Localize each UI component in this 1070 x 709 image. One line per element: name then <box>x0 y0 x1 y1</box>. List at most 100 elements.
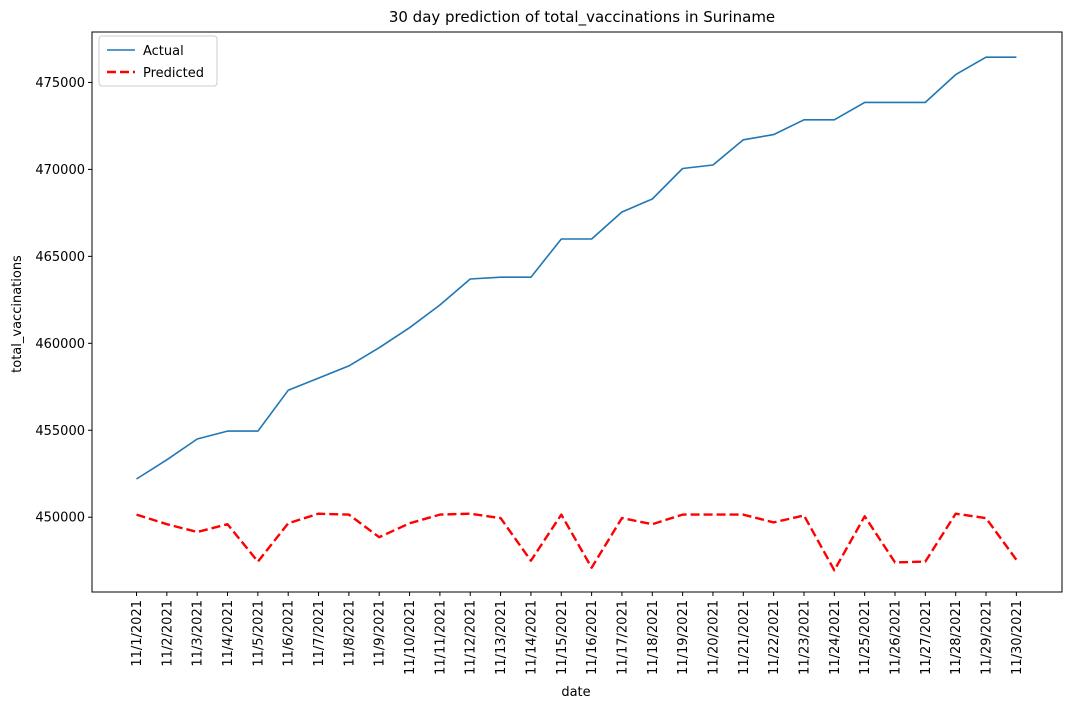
data-point-actual-20 <box>713 165 714 166</box>
x-tick-label: 11/10/2021 <box>403 600 418 675</box>
data-point-actual-4 <box>227 431 228 432</box>
data-point-predicted-13 <box>500 518 501 519</box>
plot-frame <box>91 31 1063 593</box>
x-tick-label: 11/28/2021 <box>949 600 964 675</box>
data-point-predicted-15 <box>561 514 562 515</box>
data-point-actual-13 <box>500 277 501 278</box>
data-point-predicted-14 <box>530 560 531 561</box>
data-point-predicted-1 <box>136 514 137 515</box>
x-tick-label: 11/20/2021 <box>707 600 722 675</box>
x-tick-label: 11/27/2021 <box>919 600 934 675</box>
series-line-actual <box>136 56 1017 480</box>
data-point-actual-10 <box>409 327 410 328</box>
x-tick-label: 11/11/2021 <box>433 600 448 675</box>
y-tick-label: 475000 <box>35 76 85 91</box>
data-point-predicted-30 <box>1016 559 1017 560</box>
data-point-actual-14 <box>530 277 531 278</box>
x-tick-label: 11/22/2021 <box>767 600 782 675</box>
data-point-predicted-25 <box>864 516 865 517</box>
data-point-predicted-16 <box>591 567 592 568</box>
data-point-predicted-7 <box>318 513 319 514</box>
data-point-predicted-26 <box>895 562 896 563</box>
data-point-predicted-20 <box>713 514 714 515</box>
x-tick-label: 11/30/2021 <box>1010 600 1025 675</box>
data-point-predicted-12 <box>470 513 471 514</box>
data-point-actual-23 <box>804 119 805 120</box>
x-tick-label: 11/4/2021 <box>221 600 236 667</box>
data-point-predicted-5 <box>257 561 258 562</box>
data-point-actual-9 <box>379 347 380 348</box>
data-point-predicted-11 <box>439 514 440 515</box>
data-point-actual-27 <box>925 102 926 103</box>
data-point-predicted-27 <box>925 561 926 562</box>
y-tick-label: 455000 <box>35 424 85 439</box>
x-tick-label: 11/13/2021 <box>494 600 509 675</box>
data-point-actual-19 <box>682 168 683 169</box>
x-tick-label: 11/23/2021 <box>798 600 813 675</box>
data-point-actual-25 <box>864 102 865 103</box>
data-point-actual-22 <box>773 134 774 135</box>
data-point-actual-5 <box>257 431 258 432</box>
data-point-predicted-3 <box>197 532 198 533</box>
data-point-predicted-4 <box>227 524 228 525</box>
plot-area: 450000 455000 460000 465000 470000 475000 11/1… <box>35 31 1063 675</box>
data-point-actual-15 <box>561 239 562 240</box>
y-axis-title: total_vaccinations <box>10 255 25 373</box>
x-tick-label: 11/1/2021 <box>130 600 145 667</box>
data-point-actual-1 <box>136 479 137 480</box>
data-point-actual-11 <box>439 305 440 306</box>
data-point-predicted-23 <box>804 515 805 516</box>
legend: Actual Predicted <box>98 35 218 87</box>
data-point-actual-2 <box>166 459 167 460</box>
data-point-actual-3 <box>197 439 198 440</box>
legend-label-predicted: Predicted <box>143 66 204 81</box>
x-tick-label: 11/16/2021 <box>585 600 600 675</box>
y-tick-label: 460000 <box>35 337 85 352</box>
data-point-actual-21 <box>743 139 744 140</box>
data-point-predicted-17 <box>621 518 622 519</box>
x-tick-label: 11/14/2021 <box>524 600 539 675</box>
x-tick-label: 11/8/2021 <box>342 600 357 667</box>
series-line-predicted <box>136 512 1018 572</box>
data-point-actual-29 <box>986 57 987 58</box>
data-point-actual-12 <box>470 279 471 280</box>
data-point-actual-28 <box>955 74 956 75</box>
data-point-actual-7 <box>318 378 319 379</box>
data-point-actual-17 <box>621 212 622 213</box>
y-tick-label: 450000 <box>35 511 85 526</box>
data-point-predicted-29 <box>986 518 987 519</box>
x-tick-label: 11/24/2021 <box>828 600 843 675</box>
data-point-predicted-22 <box>773 522 774 523</box>
x-tick-label: 11/9/2021 <box>373 600 388 667</box>
legend-label-actual: Actual <box>143 44 184 59</box>
x-tick-label: 11/26/2021 <box>889 600 904 675</box>
data-point-predicted-9 <box>379 537 380 538</box>
x-tick-label: 11/19/2021 <box>676 600 691 675</box>
data-point-actual-30 <box>1016 57 1017 58</box>
data-point-predicted-21 <box>743 514 744 515</box>
data-point-actual-8 <box>348 365 349 366</box>
data-point-predicted-19 <box>682 514 683 515</box>
x-tick-label: 11/15/2021 <box>555 600 570 675</box>
x-tick-label: 11/5/2021 <box>251 600 266 667</box>
chart-title: 30 day prediction of total_vaccinations … <box>389 8 775 27</box>
x-tick-label: 11/29/2021 <box>980 600 995 675</box>
x-tick-label: 11/6/2021 <box>282 600 297 667</box>
data-point-actual-18 <box>652 199 653 200</box>
data-point-predicted-10 <box>409 523 410 524</box>
x-axis-title: date <box>561 685 590 700</box>
data-point-predicted-28 <box>955 513 956 514</box>
x-tick-label: 11/25/2021 <box>858 600 873 675</box>
x-tick-label: 11/18/2021 <box>646 600 661 675</box>
data-point-predicted-24 <box>834 570 835 571</box>
data-point-actual-24 <box>834 119 835 120</box>
legend-box <box>98 35 218 87</box>
data-point-actual-6 <box>288 390 289 391</box>
data-point-actual-26 <box>895 102 896 103</box>
data-point-actual-16 <box>591 239 592 240</box>
y-tick-label: 470000 <box>35 163 85 178</box>
x-tick-label: 11/21/2021 <box>737 600 752 675</box>
data-point-predicted-2 <box>166 524 167 525</box>
data-point-predicted-8 <box>348 514 349 515</box>
